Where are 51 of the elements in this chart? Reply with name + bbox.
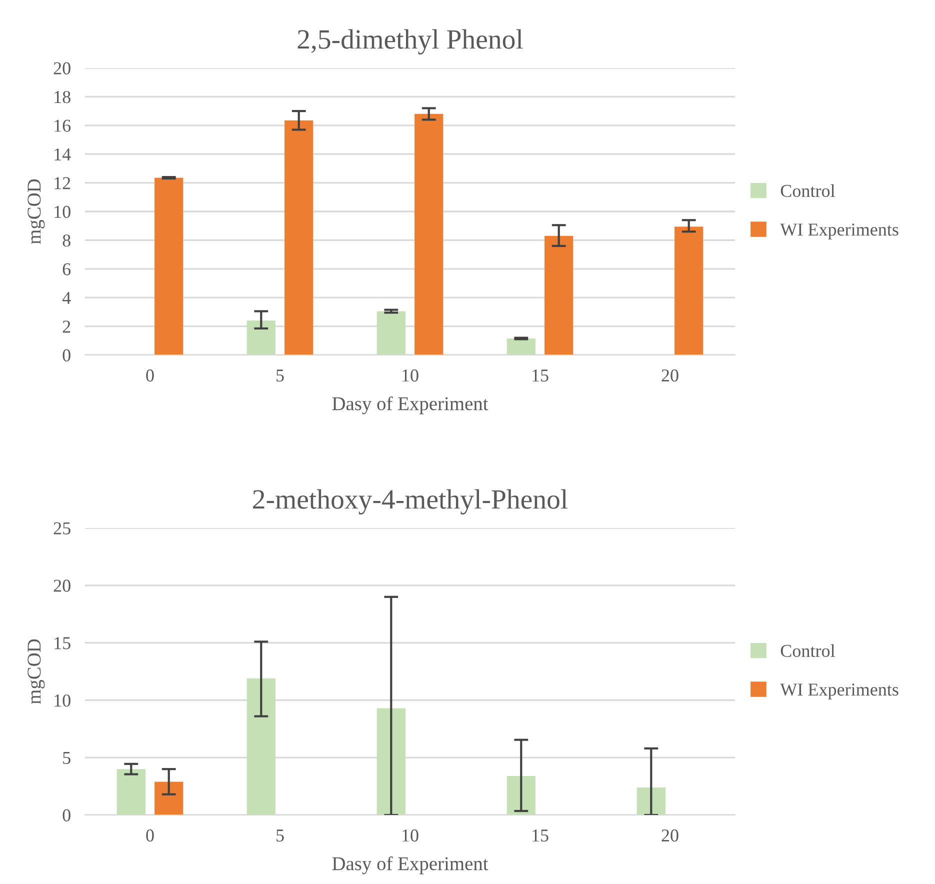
bar (674, 226, 704, 355)
y-tick-label: 0 (62, 809, 70, 822)
x-tick-label: 0 (146, 369, 154, 382)
bar (506, 776, 536, 815)
x-tick-label: 20 (662, 829, 678, 842)
bar (544, 236, 574, 355)
bar (506, 338, 536, 355)
y-tick-label: 25 (54, 522, 70, 534)
x-tick-label: 20 (662, 369, 678, 382)
y-tick-label: 8 (62, 234, 70, 247)
chart-title: 2-methoxy-4-methyl-Phenol (253, 489, 568, 515)
y-tick-label: 20 (54, 62, 70, 74)
x-tick-label: 15 (532, 370, 548, 382)
bar (636, 787, 666, 815)
x-tick-label: 10 (402, 369, 418, 382)
y-tick-label: 10 (54, 694, 70, 707)
y-tick-label: 20 (54, 580, 70, 592)
bar (116, 769, 146, 815)
x-tick-label: 5 (276, 370, 284, 382)
bar (154, 782, 184, 815)
bar (284, 120, 314, 355)
x-axis-title: Dasy of Experiment (332, 856, 488, 874)
y-tick-label: 2 (62, 320, 70, 333)
legend-label: Control (780, 184, 835, 197)
y-tick-label: 16 (54, 120, 71, 132)
x-tick-label: 10 (402, 829, 418, 842)
y-tick-label: 18 (54, 90, 70, 104)
y-axis-title: mgCOD (28, 639, 45, 704)
legend-label: WI Experiments (780, 684, 898, 700)
y-tick-label: 14 (54, 148, 71, 160)
bar (154, 178, 184, 355)
y-tick-label: 12 (54, 177, 70, 190)
bar (414, 114, 444, 355)
bar (246, 678, 276, 815)
x-tick-label: 5 (276, 830, 284, 842)
y-tick-label: 6 (62, 263, 71, 276)
bar (246, 320, 276, 355)
y-tick-label: 4 (62, 292, 71, 304)
y-tick-label: 15 (54, 637, 70, 650)
y-tick-label: 10 (54, 206, 70, 218)
x-tick-label: 0 (146, 829, 154, 842)
legend-label: WI Experiments (780, 224, 898, 240)
y-tick-label: 0 (62, 349, 70, 362)
y-tick-label: 5 (63, 752, 70, 764)
bar (376, 708, 406, 815)
x-tick-label: 15 (532, 830, 548, 842)
bar (376, 311, 406, 355)
x-axis-title: Dasy of Experiment (332, 396, 488, 414)
y-axis-title: mgCOD (28, 179, 45, 244)
legend-label: Control (780, 644, 835, 657)
chart-title: 2,5-dimethyl Phenol (298, 29, 523, 55)
